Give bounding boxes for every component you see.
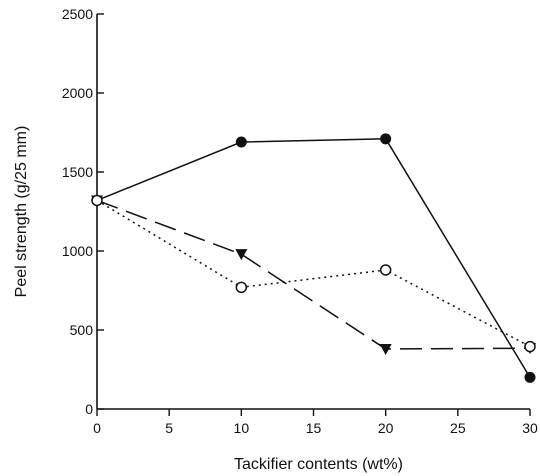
series-2-line (96, 199, 531, 350)
data-point (235, 281, 248, 294)
x-tick-label: 20 (378, 420, 394, 436)
y-tick-label: 500 (70, 322, 94, 338)
x-tick-label: 25 (450, 420, 466, 436)
y-tick-label: 1500 (62, 164, 93, 180)
series-layer (91, 133, 536, 383)
axes (96, 14, 530, 410)
y-axis-title: Peel strength (g/25 mm) (13, 126, 30, 298)
data-point (379, 264, 392, 276)
x-tick-label: 15 (306, 420, 322, 436)
data-point (379, 343, 392, 355)
series-1-markers (91, 133, 536, 383)
x-ticks: 0 5 10 15 20 25 30 (93, 409, 538, 436)
x-axis-title: Tackifier contents (wt%) (234, 456, 403, 473)
series-2 (96, 199, 531, 350)
y-tick-label: 2000 (62, 85, 93, 101)
series-1-line (96, 138, 531, 378)
data-point (235, 249, 248, 261)
y-tick-label: 0 (85, 401, 93, 417)
data-point (380, 133, 392, 145)
x-tick-label: 5 (165, 420, 173, 436)
series-1 (96, 138, 531, 378)
data-point (235, 136, 247, 148)
series-2-markers (91, 195, 536, 355)
data-point (524, 371, 536, 383)
x-tick-label: 30 (522, 420, 538, 436)
series-3-line (96, 199, 531, 348)
series-3-markers (91, 194, 536, 353)
y-tick-label: 1000 (62, 243, 93, 259)
x-tick-label: 10 (234, 420, 250, 436)
y-ticks: 0 500 1000 1500 2000 2500 (62, 6, 104, 417)
y-tick-label: 2500 (62, 6, 93, 22)
data-point (91, 194, 103, 207)
series-3 (96, 199, 531, 348)
x-tick-label: 0 (93, 420, 101, 436)
data-point (524, 340, 536, 353)
